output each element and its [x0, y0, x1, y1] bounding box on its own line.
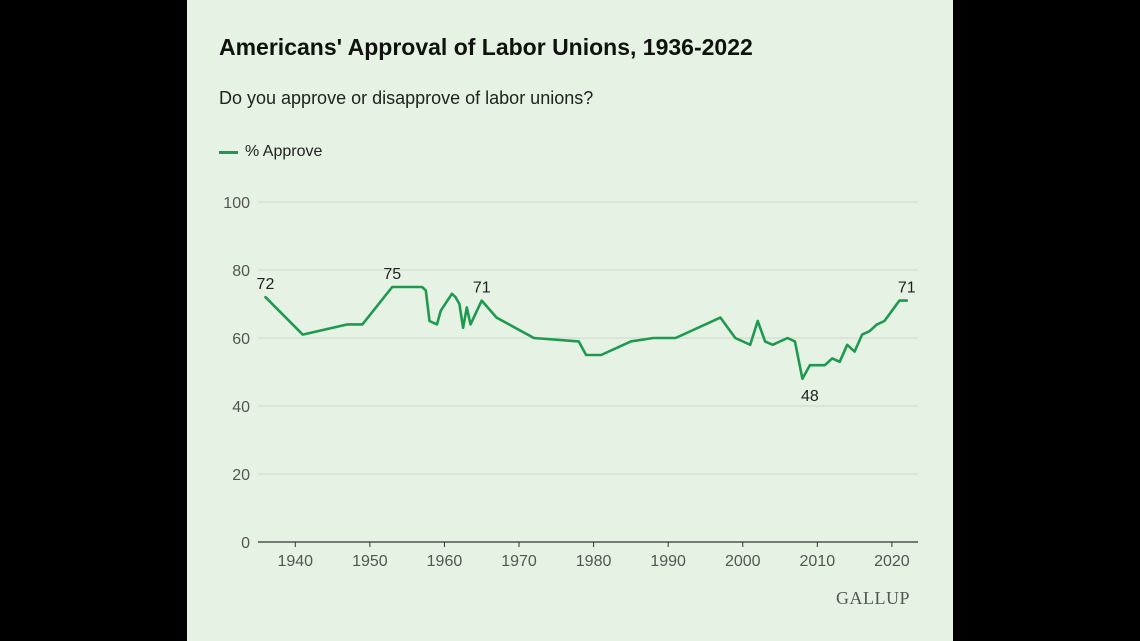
chart-subtitle: Do you approve or disapprove of labor un… [219, 88, 594, 108]
x-tick-label: 2000 [725, 553, 761, 570]
x-tick-label: 1990 [650, 553, 686, 570]
y-tick-label: 60 [232, 331, 250, 348]
legend-swatch [219, 150, 238, 154]
x-tick-label: 1960 [427, 553, 463, 570]
data-label: 71 [898, 280, 916, 297]
data-label: 48 [801, 388, 819, 405]
x-tick-label: 2010 [800, 553, 836, 570]
data-label: 71 [473, 280, 491, 297]
y-tick-label: 100 [223, 195, 250, 212]
x-tick-label: 1940 [277, 553, 313, 570]
gallup-logo: GALLUP [836, 588, 910, 608]
legend-label: % Approve [245, 143, 323, 160]
x-tick-label: 1970 [501, 553, 537, 570]
chart-title: Americans' Approval of Labor Unions, 193… [219, 34, 753, 60]
legend: % Approve [219, 143, 322, 161]
approve-series-line [264, 285, 909, 381]
y-tick-label: 40 [232, 399, 250, 416]
y-tick-label: 20 [232, 467, 250, 484]
data-label: 72 [257, 276, 275, 293]
x-tick-label: 2020 [874, 553, 910, 570]
chart-panel [187, 0, 953, 641]
y-tick-label: 0 [241, 535, 250, 552]
x-tick-label: 1950 [352, 553, 388, 570]
x-tick-label: 1980 [576, 553, 612, 570]
data-label: 75 [383, 266, 401, 283]
y-tick-label: 80 [232, 263, 250, 280]
